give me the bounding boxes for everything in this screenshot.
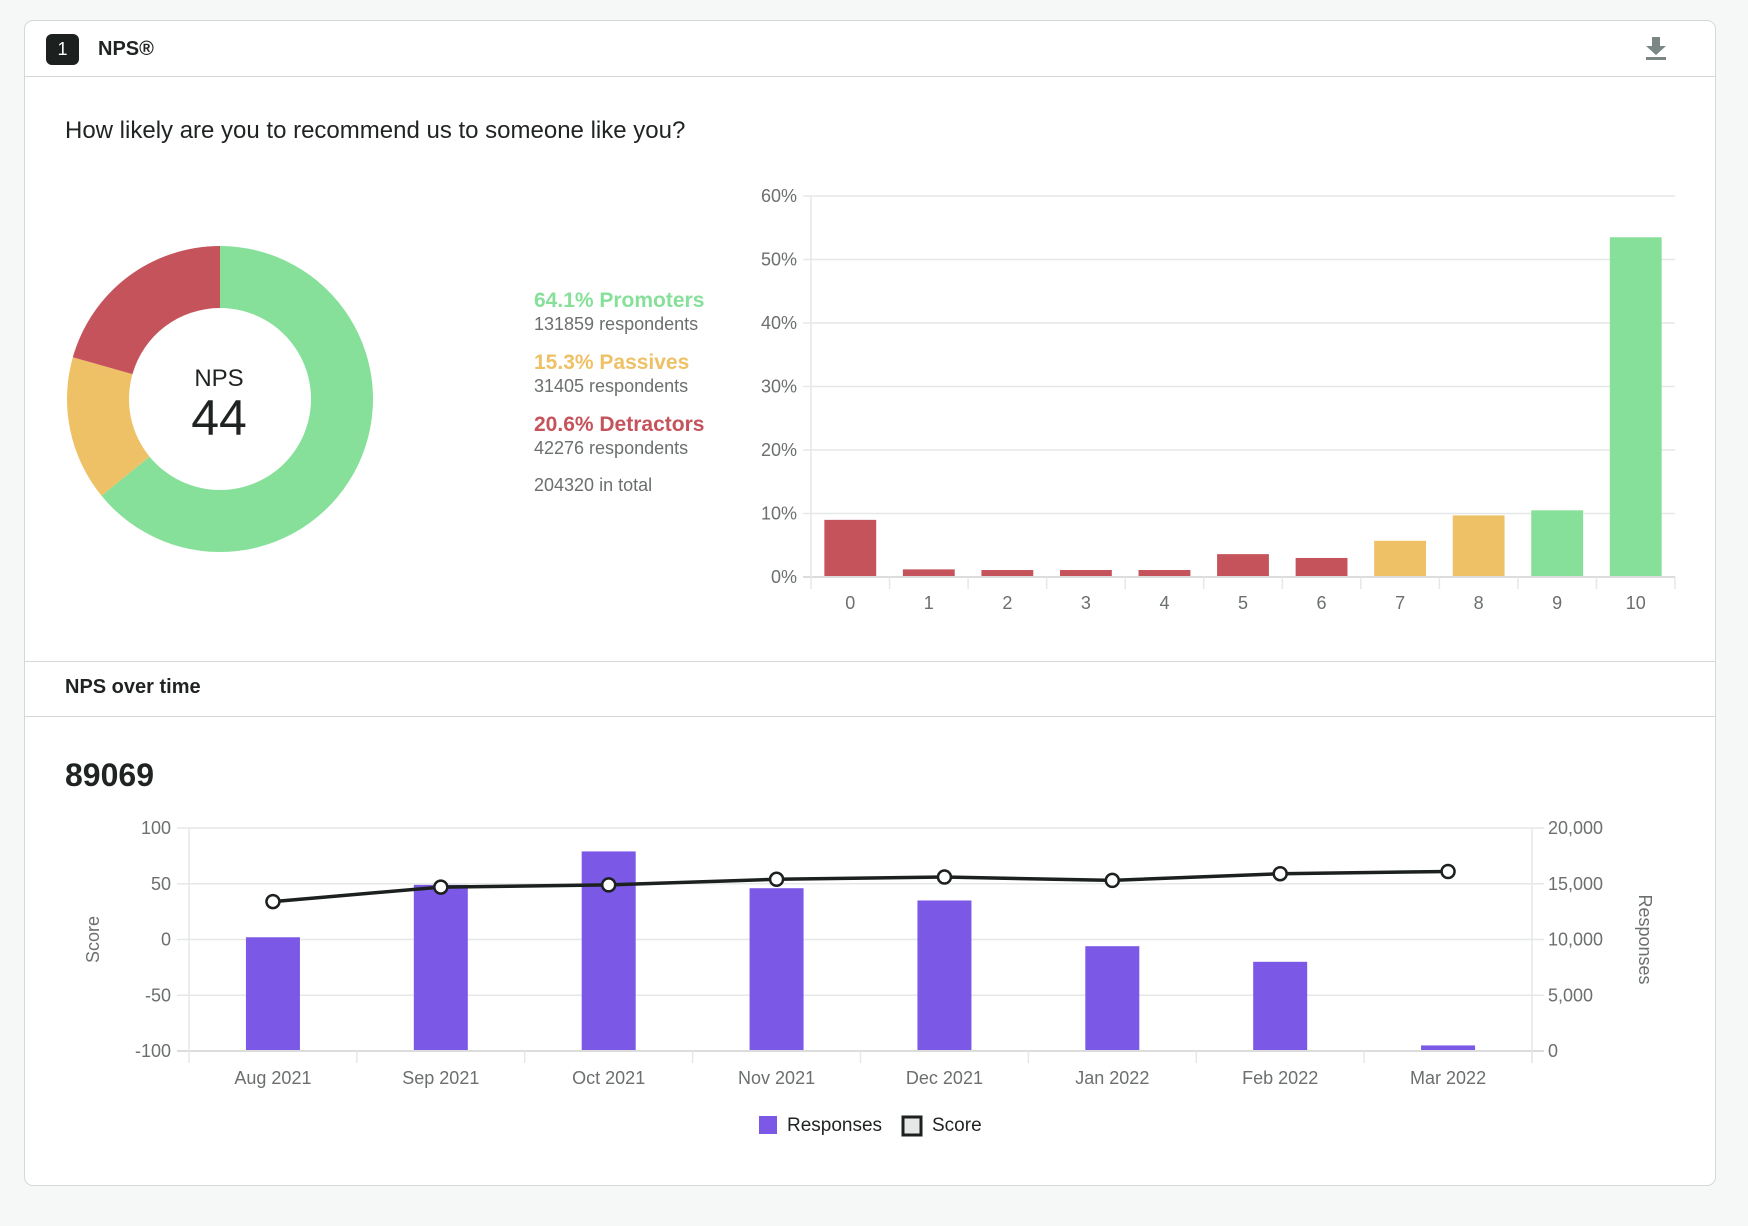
y-left-tick-label: -50 (145, 985, 171, 1005)
x-tick-label: 3 (1081, 593, 1091, 613)
score-distribution-chart: 0% 10% 20% 30% 40% 50% 60% 0 1 2 3 4 5 6 7 8 9 10 (761, 186, 1676, 613)
card-title: NPS® (98, 38, 154, 60)
passives-item: 15.3% Passives 31405 respondents (534, 351, 704, 397)
score-point (1104, 872, 1121, 889)
total-responses-number: 89069 (65, 757, 154, 793)
y-right-tick-label: 0 (1548, 1041, 1558, 1061)
bar-score-4 (1138, 570, 1191, 576)
y-right-tick-label: 10,000 (1548, 930, 1603, 950)
passives-slice (67, 357, 150, 496)
bar-score-6 (1295, 557, 1348, 576)
section-title: NPS over time (65, 676, 201, 698)
x-tick-label: Dec 2021 (906, 1068, 983, 1088)
y-left-tick-label: 100 (141, 818, 171, 838)
x-tick-label: 1 (924, 593, 934, 613)
detractors-label: 20.6% Detractors (534, 413, 705, 436)
y-left-axis-title: Score (83, 916, 103, 963)
score-line (272, 869, 1449, 904)
responses-bar (245, 937, 300, 1050)
passives-respondents: 31405 respondents (534, 376, 689, 396)
passives-label: 15.3% Passives (534, 351, 690, 374)
download-icon[interactable] (1645, 36, 1667, 60)
bar-score-10 (1609, 237, 1662, 576)
detractors-respondents: 42276 respondents (534, 438, 689, 458)
x-tick-label: Nov 2021 (738, 1068, 815, 1088)
responses-bar (1085, 946, 1140, 1050)
score-point (936, 869, 953, 885)
score-point (265, 893, 281, 910)
nps-label: NPS (194, 365, 244, 392)
legend-label-responses: Responses (787, 1115, 882, 1136)
bar-score-1 (902, 569, 955, 576)
y-right-tick-label: 5,000 (1548, 985, 1593, 1005)
legend-swatch-score (901, 1115, 923, 1137)
x-tick-label: Feb 2022 (1242, 1068, 1318, 1088)
detractors-item: 20.6% Detractors 42276 respondents (534, 413, 704, 459)
x-tick-label: 10 (1626, 593, 1646, 613)
y-tick-label: 10% (761, 504, 797, 524)
x-tick-label: 8 (1474, 593, 1484, 613)
promoters-slice (101, 246, 373, 552)
promoters-respondents: 131859 respondents (534, 314, 699, 334)
promoters-label: 64.1% Promoters (534, 289, 705, 312)
y-tick-label: 40% (761, 313, 797, 333)
score-point (768, 871, 785, 888)
bar-score-8 (1452, 515, 1505, 576)
nps-breakdown: 64.1% Promoters 131859 respondents 15.3%… (534, 289, 704, 496)
responses-bar (1421, 1045, 1476, 1050)
section-divider (25, 661, 1715, 662)
y-right-axis-title: Responses (1635, 894, 1655, 984)
responses-bar (413, 884, 468, 1050)
legend-swatch-responses (759, 1116, 777, 1134)
y-left-tick-label: 50 (151, 874, 171, 894)
x-tick-label: 6 (1317, 593, 1327, 613)
x-tick-label: 7 (1395, 593, 1405, 613)
y-tick-label: 0% (771, 567, 797, 587)
x-tick-label: 4 (1159, 593, 1169, 613)
x-tick-label: Jan 2022 (1075, 1068, 1149, 1088)
score-point (433, 879, 449, 895)
score-point (600, 877, 617, 893)
nps-over-time-chart: 100 50 0 -50 -100 20,000 15,000 10,000 5,000 0 Sco… (83, 818, 1655, 1137)
y-right-tick-label: 15,000 (1548, 874, 1603, 894)
detractors-slice (72, 246, 220, 375)
responses-bar (917, 900, 972, 1050)
responses-bar (1253, 961, 1308, 1050)
x-tick-label: Sep 2021 (402, 1068, 479, 1088)
legend-label-score: Score (932, 1115, 982, 1136)
nps-score: 44 (191, 390, 247, 446)
question-number-badge: 1 (46, 34, 79, 65)
bar-score-7 (1374, 540, 1427, 576)
responses-bar (749, 888, 804, 1050)
score-point (1272, 865, 1288, 882)
card-header: 1 NPS® (25, 21, 1715, 77)
bar-score-3 (1059, 570, 1112, 576)
x-tick-label: 9 (1552, 593, 1562, 613)
nps-donut-chart (67, 246, 373, 552)
y-tick-label: 20% (761, 440, 797, 460)
x-tick-label: Oct 2021 (572, 1068, 645, 1088)
score-point (1440, 863, 1456, 880)
y-right-tick-label: 20,000 (1548, 818, 1603, 838)
section-divider (25, 716, 1715, 717)
y-left-tick-label: 0 (161, 930, 171, 950)
x-tick-label: 2 (1002, 593, 1012, 613)
nps-card: 1 NPS® How likely are you to recommend u… (24, 20, 1716, 1186)
bar-score-5 (1217, 554, 1269, 576)
bar-score-2 (981, 570, 1034, 576)
x-tick-label: Aug 2021 (234, 1068, 311, 1088)
bar-score-9 (1531, 510, 1584, 576)
y-left-tick-label: -100 (135, 1041, 171, 1061)
x-tick-label: Mar 2022 (1410, 1068, 1486, 1088)
x-tick-label: 0 (845, 593, 855, 613)
total-respondents: 204320 in total (534, 475, 653, 495)
question-text: How likely are you to recommend us to so… (65, 117, 686, 144)
bar-score-0 (824, 519, 877, 576)
y-tick-label: 50% (761, 250, 797, 270)
x-tick-label: 5 (1238, 593, 1248, 613)
promoters-item: 64.1% Promoters 131859 respondents (534, 289, 704, 335)
y-tick-label: 30% (761, 377, 797, 397)
y-tick-label: 60% (761, 186, 797, 206)
